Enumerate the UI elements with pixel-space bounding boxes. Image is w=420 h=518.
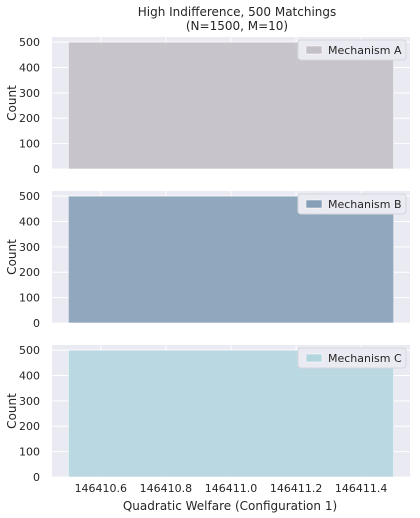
x-axis-label: Quadratic Welfare (Configuration 1) xyxy=(123,499,337,513)
y-tick-label: 200 xyxy=(19,420,40,433)
x-tick-label: 146411.4 xyxy=(335,482,388,495)
y-tick-label: 500 xyxy=(19,190,40,203)
y-axis-label: Count xyxy=(5,239,19,275)
y-axis-label: Count xyxy=(5,85,19,121)
y-tick-label: 100 xyxy=(19,446,40,459)
panel-3: 0 100 200 300 400 500 Count Mechanism C xyxy=(5,344,410,484)
chart-title-line-2: (N=1500, M=10) xyxy=(186,19,288,33)
legend: Mechanism C xyxy=(297,347,407,369)
x-tick-label: 146410.6 xyxy=(75,482,128,495)
y-tick-label: 200 xyxy=(19,112,40,125)
x-tick-label: 146411.2 xyxy=(270,482,323,495)
y-tick-label: 300 xyxy=(19,87,40,100)
chart-title-line-1: High Indifference, 500 Matchings xyxy=(138,5,337,19)
y-tick-label: 200 xyxy=(19,266,40,279)
y-tick-label: 300 xyxy=(19,241,40,254)
y-tick-label: 0 xyxy=(33,317,40,330)
y-tick-label: 300 xyxy=(19,395,40,408)
y-tick-label: 400 xyxy=(19,61,40,74)
legend-swatch xyxy=(305,45,323,55)
y-tick-label: 500 xyxy=(19,344,40,357)
legend-swatch xyxy=(305,199,323,209)
histogram-bar xyxy=(67,41,395,170)
panel-1: 0 100 200 300 400 500 Count Mechanism A xyxy=(5,36,410,176)
legend: Mechanism A xyxy=(297,39,407,61)
y-axis-label: Count xyxy=(5,393,19,429)
y-tick-label: 100 xyxy=(19,292,40,305)
y-tick-label: 0 xyxy=(33,471,40,484)
legend-swatch xyxy=(305,353,323,363)
legend-box xyxy=(297,39,407,61)
x-tick-label: 146411.0 xyxy=(205,482,258,495)
histogram-bar xyxy=(67,349,395,478)
y-tick-label: 500 xyxy=(19,36,40,49)
panels-group: 0 100 200 300 400 500 Count Mechanism A 0 100 200 3… xyxy=(5,36,410,484)
y-tick-label: 400 xyxy=(19,369,40,382)
y-tick-label: 0 xyxy=(33,163,40,176)
legend-label: Mechanism A xyxy=(328,44,402,57)
y-tick-label: 100 xyxy=(19,138,40,151)
panel-2: 0 100 200 300 400 500 Count Mechanism B xyxy=(5,190,410,330)
legend-label: Mechanism C xyxy=(328,352,402,365)
histogram-bar xyxy=(67,195,395,324)
legend-box xyxy=(297,347,407,369)
legend-box xyxy=(297,193,407,215)
y-tick-label: 400 xyxy=(19,215,40,228)
x-axis: 146410.6 146410.8 146411.0 146411.2 146411.4 xyxy=(75,482,388,495)
x-tick-label: 146410.8 xyxy=(140,482,193,495)
legend: Mechanism B xyxy=(297,193,407,215)
legend-label: Mechanism B xyxy=(328,198,402,211)
